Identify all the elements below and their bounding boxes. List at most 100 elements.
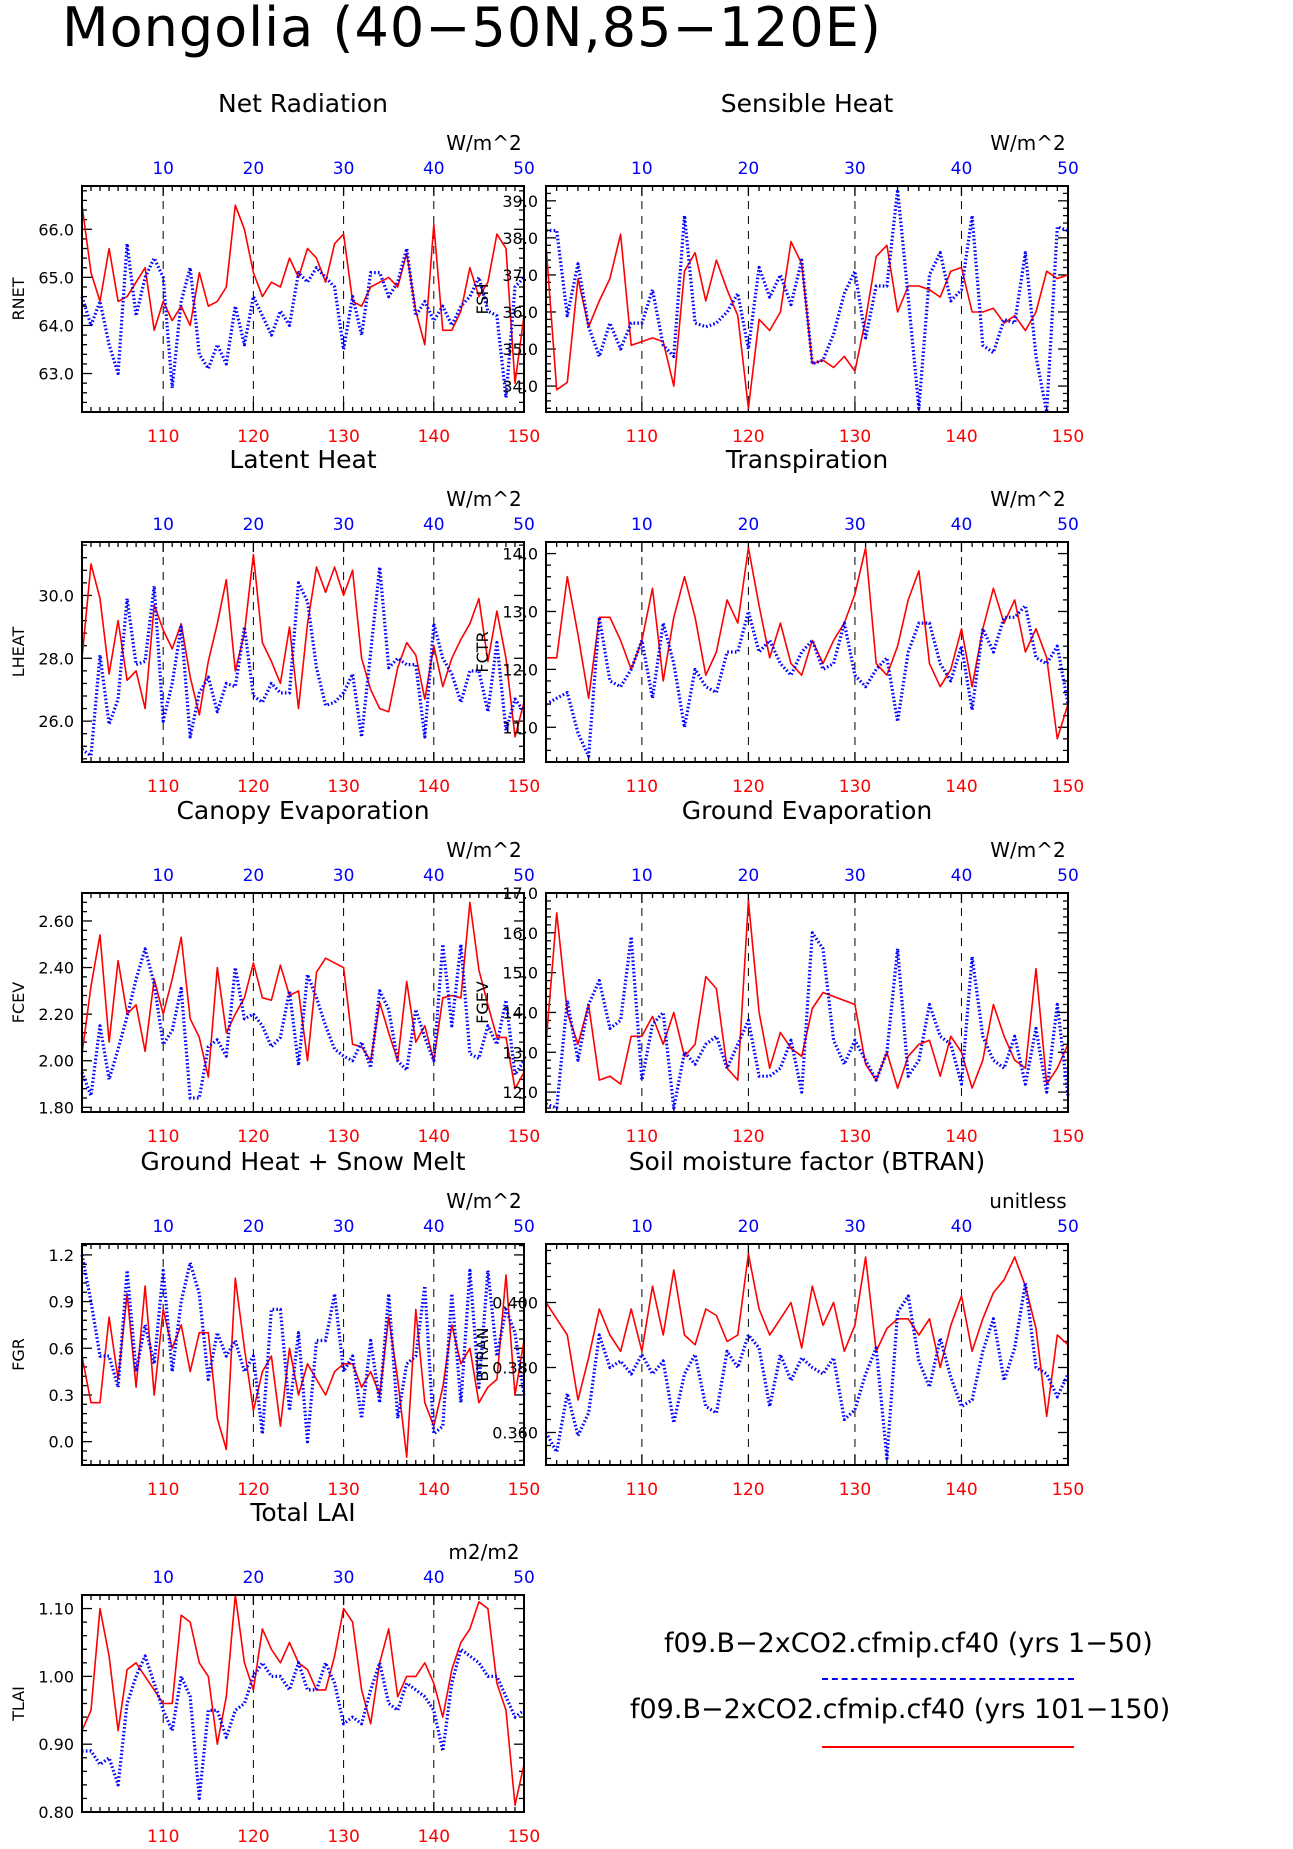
- panel-fgr: Ground Heat + Snow Melt W/m^2 0.0 0.3 0.6 0.9…: [9, 1147, 540, 1500]
- units-label-fctr: W/m^2: [990, 487, 1065, 511]
- x-tick-label-top-fctr-40: 40: [951, 515, 973, 535]
- x-tick-label-top-fctr-20: 20: [738, 515, 760, 535]
- y-tick-label-fgev-2: 14.0: [502, 1003, 538, 1022]
- x-tick-label-top-fgr-30: 30: [333, 1217, 355, 1237]
- y-tick-label-lheat-0: 26.0: [38, 712, 74, 731]
- x-tick-label-bottom-fgev-150: 150: [1052, 1127, 1084, 1147]
- figure-title: Mongolia (40−50N,85−120E): [62, 0, 882, 59]
- x-tick-label-bottom-fgr-110: 110: [147, 1480, 179, 1500]
- panel-title-fgev: Ground Evaporation: [682, 796, 932, 825]
- x-tick-label-bottom-rnet-130: 130: [327, 427, 359, 447]
- x-tick-label-bottom-fcev-110: 110: [147, 1127, 179, 1147]
- x-tick-label-bottom-rnet-140: 140: [418, 427, 450, 447]
- x-tick-label-top-fgr-10: 10: [152, 1217, 174, 1237]
- x-tick-label-top-fsh-30: 30: [844, 159, 866, 179]
- series-line-tlai-yrs-101-150: [81, 1594, 525, 1806]
- series-line-fgr-yrs-101-150: [81, 1274, 525, 1458]
- y-tick-label-fcev-4: 2.60: [38, 912, 74, 931]
- units-label-fgev: W/m^2: [990, 838, 1065, 862]
- units-label-btran: unitless: [989, 1189, 1066, 1213]
- x-tick-label-top-btran-20: 20: [738, 1217, 760, 1237]
- x-tick-label-bottom-btran-130: 130: [839, 1480, 871, 1500]
- x-tick-label-bottom-fgev-140: 140: [945, 1127, 977, 1147]
- x-tick-label-bottom-tlai-120: 120: [237, 1827, 269, 1847]
- panel-btran: Soil moisture factor (BTRAN)unitless 0.36…: [473, 1147, 1084, 1500]
- x-tick-label-bottom-fsh-150: 150: [1052, 427, 1084, 447]
- series-line-btran-yrs-1-50: [544, 1281, 1070, 1461]
- x-tick-label-top-fctr-30: 30: [844, 515, 866, 535]
- series-line-tlai-yrs-1-50: [82, 1647, 525, 1801]
- plot-frame-rnet: [81, 185, 525, 413]
- x-tick-label-top-fctr-10: 10: [631, 515, 653, 535]
- x-tick-label-top-fgev-40: 40: [951, 866, 973, 886]
- y-tick-label-fgr-3: 0.9: [49, 1293, 74, 1312]
- x-tick-label-bottom-lheat-130: 130: [327, 777, 359, 797]
- panel-rnet: Net Radiation W/m^2 63.0 64.0 65.0 66.0 110 120…: [9, 89, 540, 447]
- y-tick-label-btran-2: 0.400: [492, 1294, 538, 1313]
- series-line-fgr-yrs-1-50: [80, 1254, 526, 1444]
- y-axis-label-tlai: TLAI: [9, 1686, 28, 1722]
- units-label-lheat: W/m^2: [446, 487, 521, 511]
- series-line-rnet-yrs-101-150: [81, 204, 525, 384]
- panel-title-fgr: Ground Heat + Snow Melt: [140, 1147, 465, 1176]
- legend-label-years-1-50: f09.B−2xCO2.cfmip.cf40 (yrs 1−50): [664, 1628, 1153, 1659]
- y-tick-label-btran-0: 0.360: [492, 1424, 538, 1443]
- plot-frame-tlai: [81, 1594, 525, 1813]
- x-tick-label-bottom-lheat-140: 140: [418, 777, 450, 797]
- plot-frame-fcev: [81, 892, 525, 1113]
- plot-frame-fctr: [545, 541, 1069, 763]
- y-tick-label-tlai-2: 1.00: [38, 1667, 74, 1686]
- x-tick-label-bottom-lheat-120: 120: [237, 777, 269, 797]
- legend-swatch-blue-dashed: [822, 1678, 1074, 1680]
- y-tick-label-fctr-0: 11.0: [502, 718, 538, 737]
- x-tick-label-bottom-fgev-110: 110: [626, 1127, 658, 1147]
- y-tick-label-fsh-0: 34.0: [502, 377, 538, 396]
- x-tick-label-bottom-btran-110: 110: [626, 1480, 658, 1500]
- series-line-fsh-yrs-1-50: [546, 188, 1069, 414]
- x-tick-label-top-fsh-10: 10: [631, 159, 653, 179]
- x-tick-label-bottom-btran-120: 120: [732, 1480, 764, 1500]
- x-tick-label-top-fgev-50: 50: [1057, 866, 1079, 886]
- x-tick-label-bottom-fctr-150: 150: [1052, 777, 1084, 797]
- y-tick-label-fsh-2: 36.0: [502, 303, 538, 322]
- y-tick-label-fcev-3: 2.40: [38, 959, 74, 978]
- x-tick-label-bottom-tlai-110: 110: [147, 1827, 179, 1847]
- y-tick-label-fgev-4: 16.0: [502, 924, 538, 943]
- y-axis-label-btran: BTRAN: [473, 1327, 492, 1381]
- y-axis-label-fctr: FCTR: [473, 631, 492, 672]
- y-tick-label-fctr-3: 14.0: [502, 545, 538, 564]
- y-tick-label-fgev-0: 12.0: [502, 1083, 538, 1102]
- x-tick-label-bottom-tlai-150: 150: [508, 1827, 540, 1847]
- panel-lheat: Latent Heat W/m^2 26.0 28.0 30.0 110 120 130 140…: [9, 445, 540, 797]
- x-tick-label-top-fgev-30: 30: [844, 866, 866, 886]
- panel-fctr: Transpiration W/m^2 11.0 12.0 13.0 14.0 110 120…: [473, 445, 1084, 797]
- x-tick-label-top-tlai-20: 20: [243, 1568, 265, 1588]
- y-tick-label-fgev-5: 17.0: [502, 884, 538, 903]
- x-tick-label-bottom-fgev-120: 120: [732, 1127, 764, 1147]
- panel-tlai: Total LAI m2/m2 0.80 0.90 1.00 1.10 110 120 130 1…: [9, 1498, 540, 1847]
- series-line-lheat-yrs-1-50: [81, 565, 526, 758]
- x-tick-label-top-lheat-40: 40: [423, 515, 445, 535]
- x-tick-label-bottom-fgr-140: 140: [418, 1480, 450, 1500]
- x-tick-label-bottom-fcev-140: 140: [418, 1127, 450, 1147]
- series-line-fctr-yrs-1-50: [545, 604, 1070, 758]
- x-tick-label-top-btran-50: 50: [1057, 1217, 1079, 1237]
- x-tick-label-top-fgr-20: 20: [243, 1217, 265, 1237]
- plot-frame-fgev: [545, 892, 1069, 1113]
- x-tick-label-bottom-fctr-110: 110: [626, 777, 658, 797]
- x-tick-label-bottom-fcev-130: 130: [327, 1127, 359, 1147]
- x-tick-label-bottom-fcev-150: 150: [508, 1127, 540, 1147]
- y-tick-label-rnet-1: 64.0: [38, 316, 74, 335]
- x-tick-label-top-fgr-40: 40: [423, 1217, 445, 1237]
- x-tick-label-top-fcev-30: 30: [333, 866, 355, 886]
- y-axis-label-fcev: FCEV: [9, 982, 28, 1023]
- x-tick-label-top-rnet-40: 40: [423, 159, 445, 179]
- x-tick-label-bottom-fsh-120: 120: [732, 427, 764, 447]
- x-tick-label-bottom-fctr-130: 130: [839, 777, 871, 797]
- x-tick-label-top-lheat-30: 30: [333, 515, 355, 535]
- x-tick-label-top-fcev-40: 40: [423, 866, 445, 886]
- y-tick-label-fgr-2: 0.6: [49, 1339, 74, 1358]
- y-tick-label-lheat-1: 28.0: [38, 649, 74, 668]
- x-tick-label-bottom-fgr-130: 130: [327, 1480, 359, 1500]
- x-tick-label-bottom-fcev-120: 120: [237, 1127, 269, 1147]
